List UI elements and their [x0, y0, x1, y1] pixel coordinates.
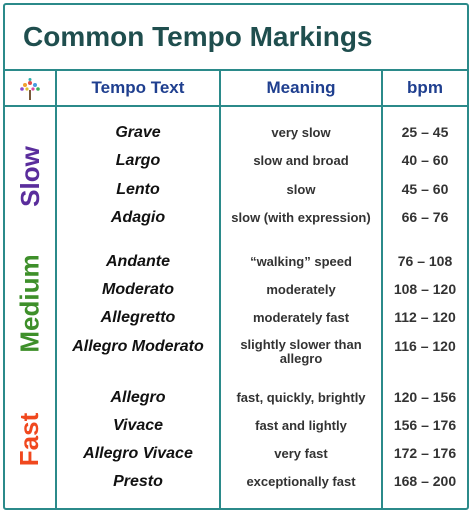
tempo-meaning: slightly slower than allegro — [240, 336, 362, 366]
tempo-term: Allegretto — [100, 309, 176, 327]
column-headers: Tempo Text Meaning bpm — [5, 71, 467, 105]
tempo-meaning: slow — [286, 181, 316, 197]
tempo-meaning: slow and broad — [253, 152, 349, 168]
tempo-meaning: exceptionally fast — [246, 473, 356, 489]
tempo-term: Adagio — [110, 209, 166, 227]
header-bpm: bpm — [407, 78, 443, 97]
tempo-term: Vivace — [112, 417, 164, 435]
tempo-term: Presto — [113, 473, 163, 491]
tempo-bpm: 120 – 156 — [393, 389, 457, 406]
tempo-meaning: moderately fast — [252, 309, 350, 325]
tempo-bpm: 156 – 176 — [393, 417, 457, 434]
tempo-table: Common Tempo Markings Tempo Text Meaning… — [3, 3, 469, 510]
tempo-bpm: 45 – 60 — [401, 181, 449, 198]
tempo-bpm: 76 – 108 — [397, 253, 453, 270]
tempo-term: Allegro Vivace — [83, 445, 193, 463]
column-divider — [219, 71, 221, 508]
tree-logo-icon — [20, 78, 40, 100]
tempo-meaning: moderately — [266, 281, 336, 297]
header-divider — [5, 105, 467, 107]
page-title: Common Tempo Markings — [23, 21, 373, 52]
tempo-meaning: very fast — [274, 445, 328, 461]
tempo-term: Lento — [116, 181, 160, 199]
tempo-bpm: 172 – 176 — [393, 445, 457, 462]
tempo-term: Allegro — [110, 389, 166, 407]
tempo-bpm: 40 – 60 — [401, 152, 449, 169]
group-label-medium: Medium — [5, 243, 55, 363]
tempo-term: Largo — [115, 152, 161, 170]
tempo-bpm: 112 – 120 — [394, 309, 456, 326]
tempo-term: Grave — [115, 124, 161, 142]
group-medium-text: Medium — [14, 253, 45, 353]
tempo-term: Moderato — [102, 281, 174, 299]
tempo-meaning: fast, quickly, brightly — [236, 389, 366, 405]
tempo-bpm: 25 – 45 — [401, 124, 449, 141]
header-meaning: Meaning — [266, 78, 336, 97]
title-divider — [5, 69, 467, 71]
column-divider — [381, 71, 383, 508]
tempo-term: Andante — [106, 253, 170, 271]
tempo-bpm: 116 – 120 — [394, 338, 456, 355]
header-tempo-text: Tempo Text — [91, 78, 185, 97]
group-label-slow: Slow — [5, 117, 55, 235]
tempo-bpm: 66 – 76 — [401, 209, 449, 226]
tempo-term: Allegro Moderato — [72, 338, 204, 356]
tempo-meaning: fast and lightly — [255, 417, 347, 433]
tempo-meaning: very slow — [271, 124, 331, 140]
tempo-meaning: “walking” speed — [250, 253, 352, 269]
group-label-fast: Fast — [5, 379, 55, 499]
column-divider — [55, 71, 57, 508]
group-slow-text: Slow — [14, 145, 45, 207]
tempo-bpm: 168 – 200 — [393, 473, 457, 490]
tempo-meaning: slow (with expression) — [231, 209, 371, 225]
tempo-bpm: 108 – 120 — [393, 281, 457, 298]
group-fast-text: Fast — [14, 412, 45, 466]
